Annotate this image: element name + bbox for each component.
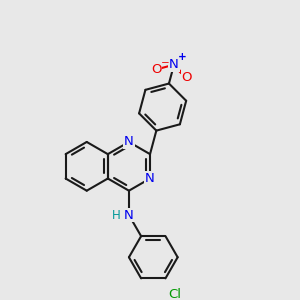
Text: O: O bbox=[151, 63, 162, 76]
Text: N: N bbox=[124, 136, 134, 148]
Text: H: H bbox=[112, 208, 121, 222]
Text: Cl: Cl bbox=[168, 288, 181, 300]
Text: N: N bbox=[145, 172, 155, 185]
Text: −: − bbox=[160, 58, 169, 68]
Text: N: N bbox=[169, 58, 179, 71]
Text: O: O bbox=[182, 71, 192, 84]
Text: +: + bbox=[178, 52, 187, 62]
Text: N: N bbox=[124, 208, 134, 222]
